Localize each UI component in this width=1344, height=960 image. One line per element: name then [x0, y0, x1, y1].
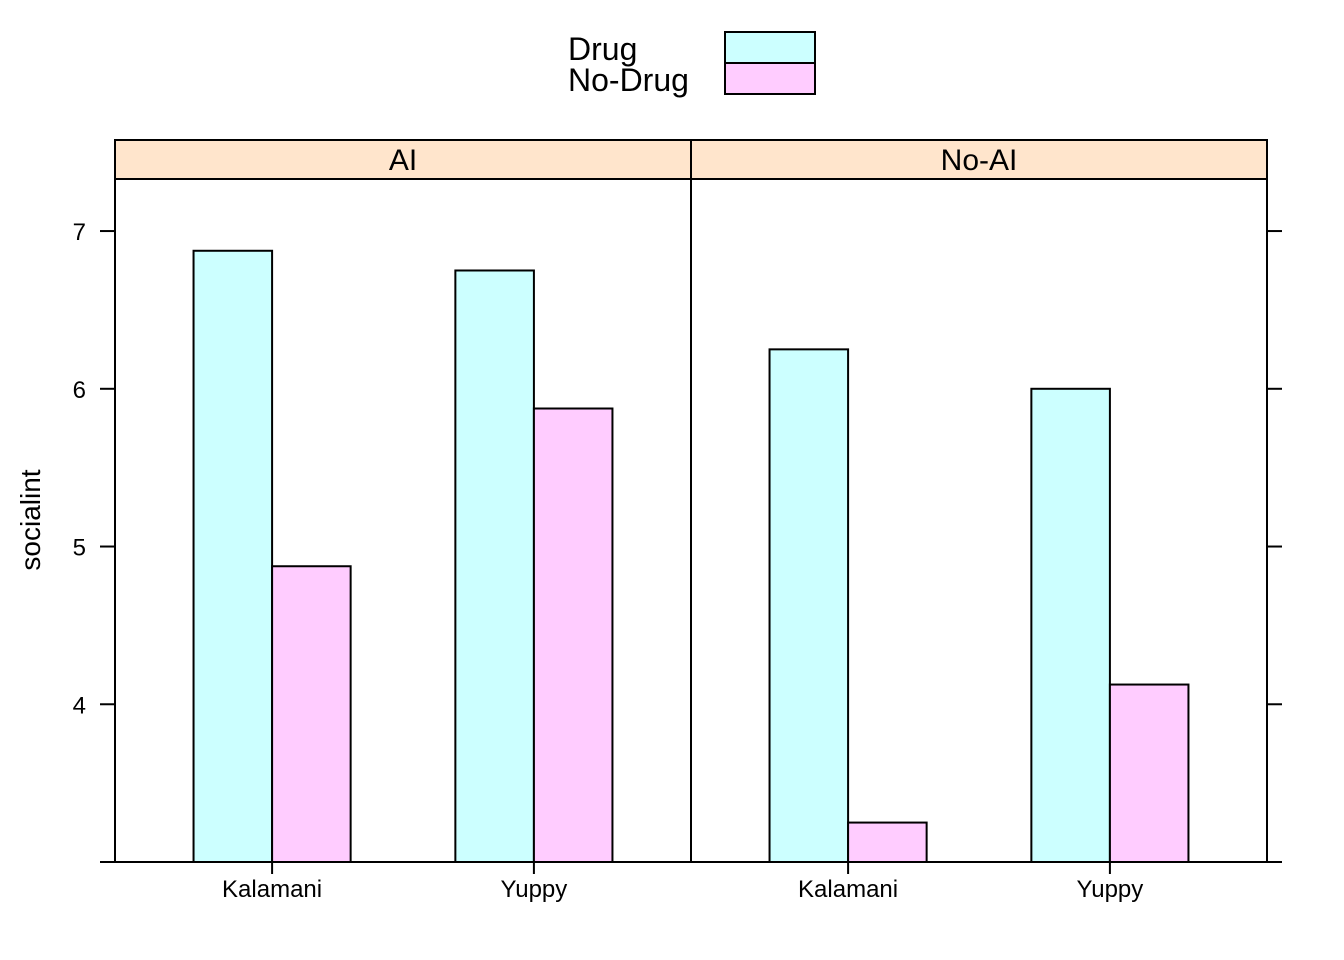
x-tick-label-ai-yuppy: Yuppy [501, 876, 568, 903]
bar-no-ai-yuppy-drug [1030, 387, 1111, 863]
bar-ai-yuppy-drug [454, 269, 535, 863]
bar-ai-kalamani-drug [192, 249, 274, 863]
y-tick-label-7: 7 [73, 219, 86, 246]
y-axis-label: socialint [15, 469, 46, 570]
x-tick-label-no-ai-kalamani: Kalamani [798, 876, 898, 903]
legend: Drug No-Drug [568, 31, 816, 98]
bar-ai-kalamani-no-drug [271, 565, 352, 863]
strip-label-ai: AI [389, 144, 417, 177]
x-tick-label-no-ai-yuppy: Yuppy [1077, 876, 1144, 903]
y-tick-label-6: 6 [73, 377, 86, 404]
panels: AI No-AI [114, 139, 1268, 864]
strip-no-ai [690, 139, 1268, 180]
x-tick-label-ai-kalamani: Kalamani [222, 876, 322, 903]
strip-label-no-ai: No-AI [941, 144, 1018, 177]
bar-ai-yuppy-no-drug [532, 407, 614, 863]
axes: Kalamani Yuppy Kalamani Yuppy 4 5 6 7 [73, 219, 1282, 903]
panel-frame-no-ai [690, 178, 1268, 863]
bar-no-ai-yuppy-no-drug [1108, 683, 1190, 864]
strip-ai [114, 139, 692, 180]
y-tick-label-5: 5 [73, 535, 86, 562]
legend-label-drug: Drug [568, 31, 637, 67]
legend-swatch-drug [724, 31, 816, 64]
legend-label-no-drug: No-Drug [568, 62, 689, 98]
legend-swatch-no-drug [724, 62, 816, 95]
bar-no-ai-kalamani-drug [768, 348, 850, 863]
bars [192, 249, 1190, 864]
y-tick-label-4: 4 [73, 692, 86, 719]
bar-no-ai-kalamani-no-drug [847, 821, 928, 863]
